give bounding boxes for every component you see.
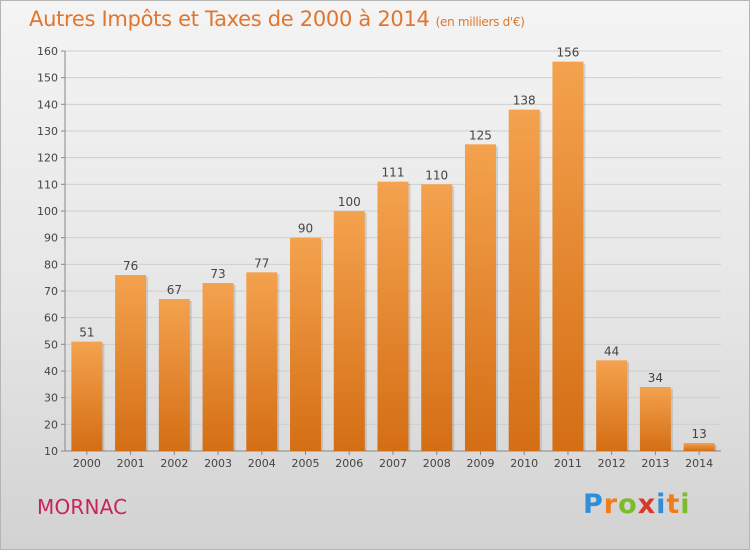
bar-value-label: 138 <box>513 94 536 108</box>
logo-letter: i <box>656 489 667 520</box>
x-tick-label: 2012 <box>598 457 626 470</box>
bar-value-label: 51 <box>79 326 94 340</box>
bar-value-label: 34 <box>648 371 663 385</box>
bar <box>377 181 409 451</box>
bar <box>115 275 147 451</box>
bar <box>464 144 496 452</box>
y-tick-label: 90 <box>44 232 58 245</box>
x-tick-label: 2000 <box>73 457 101 470</box>
x-tick-label: 2011 <box>554 457 582 470</box>
bar <box>202 283 234 451</box>
bar-value-label: 111 <box>382 166 405 180</box>
chart-title-text: Autres Impôts et Taxes de 2000 à 2014 <box>29 7 430 31</box>
y-tick-label: 40 <box>44 365 58 378</box>
logo-letter: o <box>618 489 638 520</box>
y-tick-label: 30 <box>44 392 58 405</box>
bar-value-label: 44 <box>604 344 619 358</box>
y-tick-label: 10 <box>44 445 58 458</box>
y-tick-label: 50 <box>44 338 58 351</box>
bar-value-label: 77 <box>254 256 269 270</box>
y-tick-label: 130 <box>37 125 58 138</box>
x-tick-label: 2008 <box>423 457 451 470</box>
bars <box>71 61 717 452</box>
chart-title-unit: (en milliers d'€) <box>435 15 525 29</box>
y-tick-label: 110 <box>37 178 58 191</box>
y-tick-label: 60 <box>44 312 58 325</box>
bar-value-label: 73 <box>210 267 225 281</box>
y-tick-label: 20 <box>44 418 58 431</box>
bar <box>639 387 671 451</box>
x-tick-label: 2001 <box>117 457 145 470</box>
bar <box>421 184 453 452</box>
bar-value-label: 67 <box>167 283 182 297</box>
bar <box>508 109 540 452</box>
bar-value-label: 100 <box>338 195 361 209</box>
bar <box>333 211 365 451</box>
chart-title: Autres Impôts et Taxes de 2000 à 2014 (en… <box>29 7 525 31</box>
y-tick-label: 120 <box>37 152 58 165</box>
bar-value-label: 13 <box>691 427 706 441</box>
y-tick-label: 100 <box>37 205 58 218</box>
bar <box>683 443 715 451</box>
y-tick-label: 160 <box>37 45 58 58</box>
y-tick-label: 80 <box>44 258 58 271</box>
y-tick-label: 150 <box>37 72 58 85</box>
y-tick-label: 70 <box>44 285 58 298</box>
y-tick-label: 140 <box>37 98 58 111</box>
bar-value-label: 110 <box>425 168 448 182</box>
x-tick-label: 2010 <box>510 457 538 470</box>
logo-letter: r <box>603 489 619 520</box>
x-tick-label: 2004 <box>248 457 276 470</box>
bar-value-label: 76 <box>123 259 138 273</box>
labels: 10 20 30 40 50 60 70 80 90 100 110 120 130 140 150 160 5… <box>37 45 713 470</box>
bar <box>596 360 628 451</box>
bar <box>290 237 322 451</box>
bar <box>552 61 584 452</box>
proxiti-logo: Proxiti <box>583 489 691 520</box>
logo-letter: P <box>583 489 604 520</box>
bar <box>71 341 103 451</box>
logo-letter: t <box>666 489 681 520</box>
x-tick-label: 2002 <box>160 457 188 470</box>
bar-value-label: 125 <box>469 128 492 142</box>
bar-value-label: 90 <box>298 222 313 236</box>
bar <box>246 272 278 451</box>
bar <box>158 299 190 451</box>
logo-letter: x <box>637 489 657 520</box>
x-tick-label: 2007 <box>379 457 407 470</box>
x-tick-label: 2006 <box>335 457 363 470</box>
x-tick-label: 2005 <box>292 457 320 470</box>
x-tick-label: 2014 <box>685 457 713 470</box>
x-tick-label: 2003 <box>204 457 232 470</box>
x-tick-label: 2009 <box>466 457 494 470</box>
commune-name: MORNAC <box>37 495 128 519</box>
x-tick-label: 2013 <box>641 457 669 470</box>
bar-value-label: 156 <box>556 46 579 60</box>
logo-letter: i <box>680 489 691 520</box>
